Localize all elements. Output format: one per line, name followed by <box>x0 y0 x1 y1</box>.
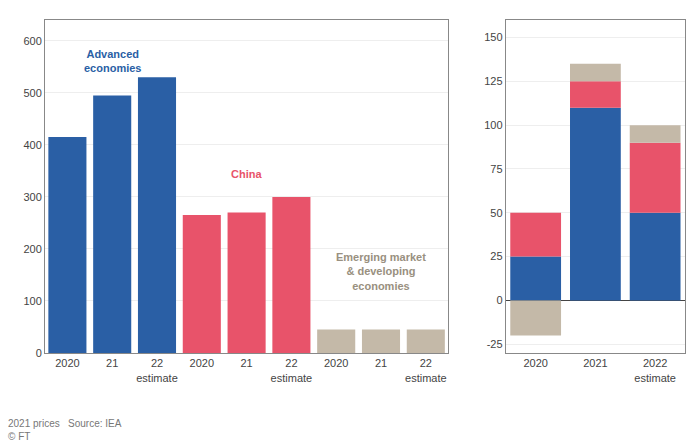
svg-text:21: 21 <box>375 357 387 369</box>
svg-text:400: 400 <box>23 139 41 151</box>
svg-text:200: 200 <box>23 243 41 255</box>
svg-text:100: 100 <box>23 295 41 307</box>
svg-text:25: 25 <box>490 250 502 262</box>
svg-text:22estimate: 22estimate <box>136 357 178 383</box>
svg-text:2021 prices Source: IEA© FT: 2021 prices Source: IEA© FT <box>8 418 122 442</box>
svg-text:2022estimate: 2022estimate <box>634 357 676 383</box>
svg-text:22estimate: 22estimate <box>405 357 447 383</box>
svg-text:2020: 2020 <box>55 357 79 369</box>
svg-text:150: 150 <box>484 31 502 43</box>
svg-text:22estimate: 22estimate <box>271 357 313 383</box>
svg-text:600: 600 <box>23 35 41 47</box>
svg-text:2021: 2021 <box>583 357 607 369</box>
svg-text:Advancedeconomies: Advancedeconomies <box>84 48 141 74</box>
svg-text:500: 500 <box>23 87 41 99</box>
svg-text:75: 75 <box>490 163 502 175</box>
svg-text:Emerging market& developingeco: Emerging market& developingeconomies <box>336 251 426 292</box>
svg-text:125: 125 <box>484 75 502 87</box>
svg-text:2020: 2020 <box>190 357 214 369</box>
svg-text:21: 21 <box>106 357 118 369</box>
svg-text:China: China <box>231 168 262 180</box>
svg-text:2020: 2020 <box>523 357 547 369</box>
svg-text:0: 0 <box>496 294 502 306</box>
svg-text:100: 100 <box>484 119 502 131</box>
svg-text:300: 300 <box>23 191 41 203</box>
svg-text:-25: -25 <box>487 338 503 350</box>
svg-text:0: 0 <box>36 347 42 359</box>
svg-text:2020: 2020 <box>324 357 348 369</box>
svg-text:21: 21 <box>240 357 252 369</box>
svg-text:50: 50 <box>490 207 502 219</box>
